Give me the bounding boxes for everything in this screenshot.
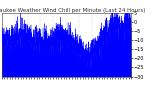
Title: Milwaukee Weather Wind Chill per Minute (Last 24 Hours): Milwaukee Weather Wind Chill per Minute … <box>0 8 146 13</box>
